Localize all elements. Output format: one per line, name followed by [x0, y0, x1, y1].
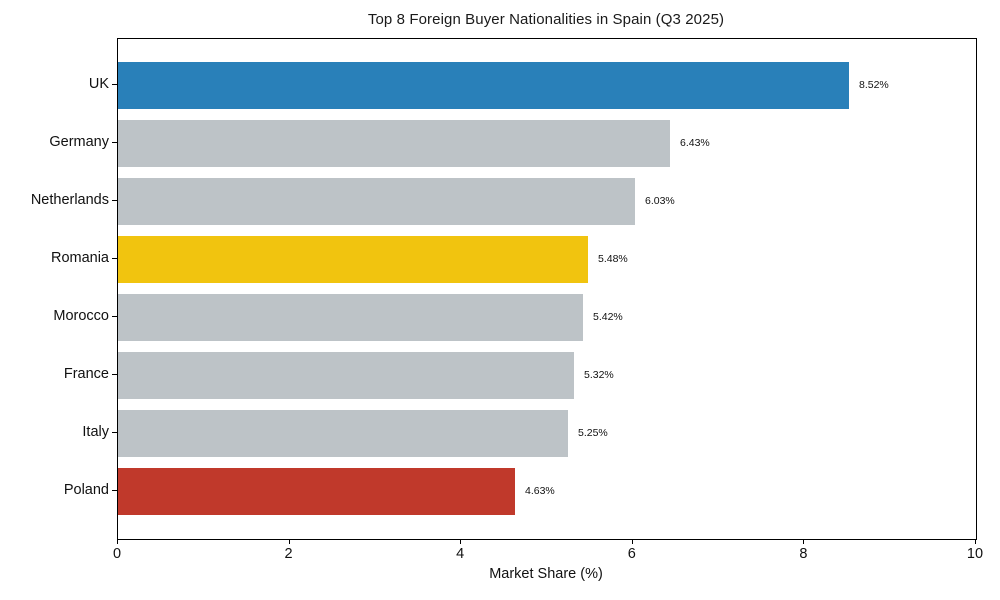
bar-morocco: [118, 293, 583, 341]
x-tick-mark: [631, 539, 633, 544]
y-tick-mark: [112, 316, 117, 317]
bar-poland: [118, 467, 515, 515]
x-tick-mark: [288, 539, 290, 544]
bar-value-label: 8.52%: [859, 79, 889, 91]
x-tick-label: 4: [456, 546, 465, 562]
y-tick-label-germany: Germany: [49, 134, 109, 150]
x-tick-mark: [460, 539, 462, 544]
x-tick-mark: [117, 539, 118, 544]
bar-italy: [118, 409, 568, 457]
bar-value-label: 6.03%: [645, 195, 675, 207]
x-tick-label: 8: [799, 546, 808, 562]
y-tick-label-france: France: [63, 366, 109, 382]
bar-value-label: 5.25%: [578, 427, 608, 439]
x-tick-mark: [803, 539, 805, 544]
y-tick-mark: [112, 258, 117, 259]
x-tick-label: 10: [966, 546, 984, 562]
x-tick-label: 0: [112, 546, 122, 562]
bar-value-label: 5.48%: [598, 253, 628, 265]
y-tick-label-italy: Italy: [82, 424, 109, 440]
chart-title: Top 8 Foreign Buyer Nationalities in Spa…: [367, 11, 725, 28]
y-tick-mark: [112, 374, 117, 375]
y-tick-label-romania: Romania: [50, 250, 109, 266]
y-tick-label-morocco: Morocco: [53, 308, 109, 324]
y-tick-mark: [112, 490, 117, 491]
y-tick-label-netherlands: Netherlands: [30, 192, 109, 208]
bar-value-label: 5.32%: [584, 369, 614, 381]
y-tick-mark: [112, 142, 117, 143]
y-tick-label-uk: UK: [88, 76, 109, 92]
x-tick-label: 6: [627, 546, 636, 562]
bar-uk: [118, 61, 849, 109]
bar-value-label: 5.42%: [593, 311, 623, 323]
bar-value-label: 6.43%: [680, 137, 710, 149]
bar-france: [118, 351, 574, 399]
x-tick-label: 2: [284, 546, 293, 562]
x-tick-mark: [975, 539, 976, 544]
bar-value-label: 4.63%: [525, 485, 555, 497]
y-tick-mark: [112, 84, 117, 85]
x-axis-label: Market Share (%): [489, 566, 603, 582]
plot-area: 8.52% 6.43% 6.03% 5.48% 5.42% 5.32% 5.25% 4.63%: [117, 38, 977, 540]
y-tick-mark: [112, 200, 117, 201]
y-tick-mark: [112, 432, 117, 433]
bar-netherlands: [118, 177, 635, 225]
y-tick-label-poland: Poland: [63, 482, 109, 498]
bar-germany: [118, 119, 670, 167]
bar-romania: [118, 235, 588, 283]
